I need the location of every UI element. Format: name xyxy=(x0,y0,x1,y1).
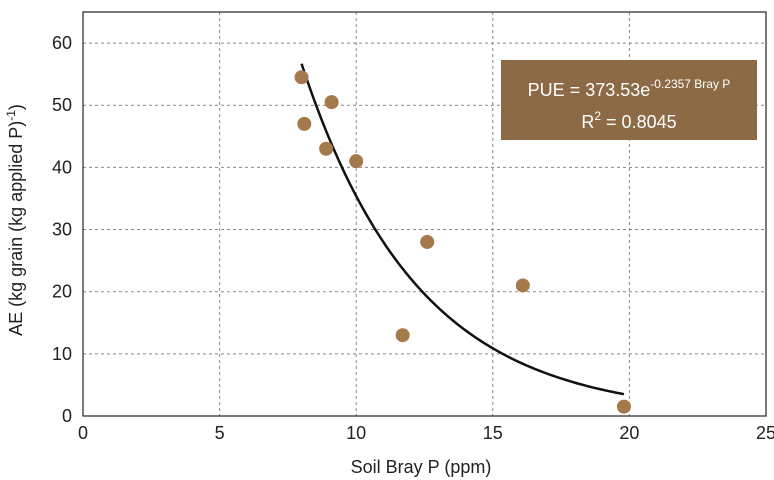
y-tick-label: 10 xyxy=(52,344,72,364)
y-tick-label: 60 xyxy=(52,33,72,53)
y-tick-label: 20 xyxy=(52,282,72,302)
equation-annotation: PUE = 373.53e-0.2357 Bray P R2 = 0.8045 xyxy=(501,60,757,140)
plot-frame xyxy=(82,11,767,417)
equation-exponent: -0.2357 Bray P xyxy=(650,77,730,91)
x-axis-title: Soil Bray P (ppm) xyxy=(351,457,492,477)
y-tick-label: 0 xyxy=(62,406,72,426)
data-point xyxy=(294,70,309,85)
data-point xyxy=(297,116,312,131)
x-tick-label: 5 xyxy=(215,423,225,443)
y-tick-label: 30 xyxy=(52,220,72,240)
data-point xyxy=(349,154,364,169)
data-points xyxy=(294,70,631,414)
r-squared-value: = 0.8045 xyxy=(601,112,677,132)
y-axis-title-close: ) xyxy=(6,104,26,110)
data-point xyxy=(319,141,334,156)
tick-labels: 0 5 10 15 20 25 0 10 20 30 40 50 60 xyxy=(52,33,774,443)
x-tick-label: 10 xyxy=(346,423,366,443)
x-tick-label: 25 xyxy=(756,423,774,443)
y-tick-label: 40 xyxy=(52,157,72,177)
data-point xyxy=(515,278,530,293)
fit-curve xyxy=(300,63,625,396)
data-point xyxy=(420,234,435,249)
data-point xyxy=(324,95,339,110)
data-point xyxy=(395,328,410,343)
equation-main: PUE = 373.53e xyxy=(528,80,651,100)
r-squared-text: R2 = 0.8045 xyxy=(581,109,676,132)
x-tick-label: 15 xyxy=(483,423,503,443)
r-squared-exponent: 2 xyxy=(594,109,601,123)
x-tick-label: 20 xyxy=(619,423,639,443)
equation-box xyxy=(501,60,757,140)
data-point xyxy=(616,399,631,414)
y-axis-title-main: AE (kg grain (kg applied P) xyxy=(6,121,26,336)
r-squared-main: R xyxy=(581,112,594,132)
equation-text: PUE = 373.53e-0.2357 Bray P xyxy=(528,77,731,100)
y-axis-title-exponent: -1 xyxy=(4,110,18,121)
y-axis-title: AE (kg grain (kg applied P)-1) xyxy=(4,104,26,336)
x-tick-label: 0 xyxy=(78,423,88,443)
y-tick-label: 50 xyxy=(52,95,72,115)
